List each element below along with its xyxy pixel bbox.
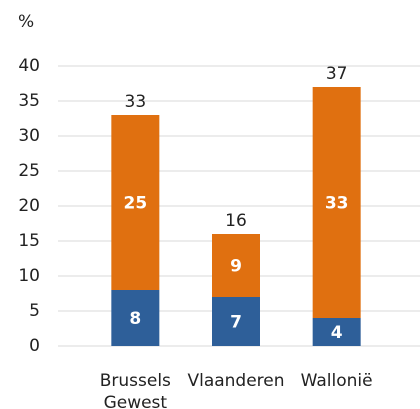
y-tick-label: 30 (18, 126, 40, 146)
bar-segment (312, 318, 361, 346)
y-tick-label: 10 (18, 266, 40, 286)
data-label: 7 (230, 313, 242, 333)
bar-segment (111, 290, 160, 346)
data-label: 9 (230, 257, 242, 277)
y-tick-label: 20 (18, 196, 40, 216)
data-label: 25 (123, 194, 147, 214)
y-axis-label: % (18, 12, 34, 32)
x-tick-label: Vlaanderen (187, 371, 285, 391)
bar-segment (212, 297, 260, 346)
total-label: 37 (326, 64, 348, 84)
data-label: 4 (331, 323, 343, 343)
total-label: 33 (125, 92, 147, 112)
bar-segment (212, 234, 260, 297)
y-tick-label: 0 (29, 336, 40, 356)
y-tick-label: 5 (29, 301, 40, 321)
y-tick-label: 25 (18, 161, 40, 181)
y-tick-label: 40 (18, 56, 40, 76)
total-label: 16 (225, 211, 247, 231)
data-label: 8 (129, 309, 141, 329)
bar-segment (312, 87, 361, 318)
y-tick-label: 15 (18, 231, 40, 251)
bar-segment (111, 115, 160, 290)
y-tick-label: 35 (18, 91, 40, 111)
x-tick-label: Brussels Gewest (99, 371, 171, 409)
x-tick-label: Wallonië (300, 371, 373, 391)
data-label: 33 (325, 194, 349, 214)
